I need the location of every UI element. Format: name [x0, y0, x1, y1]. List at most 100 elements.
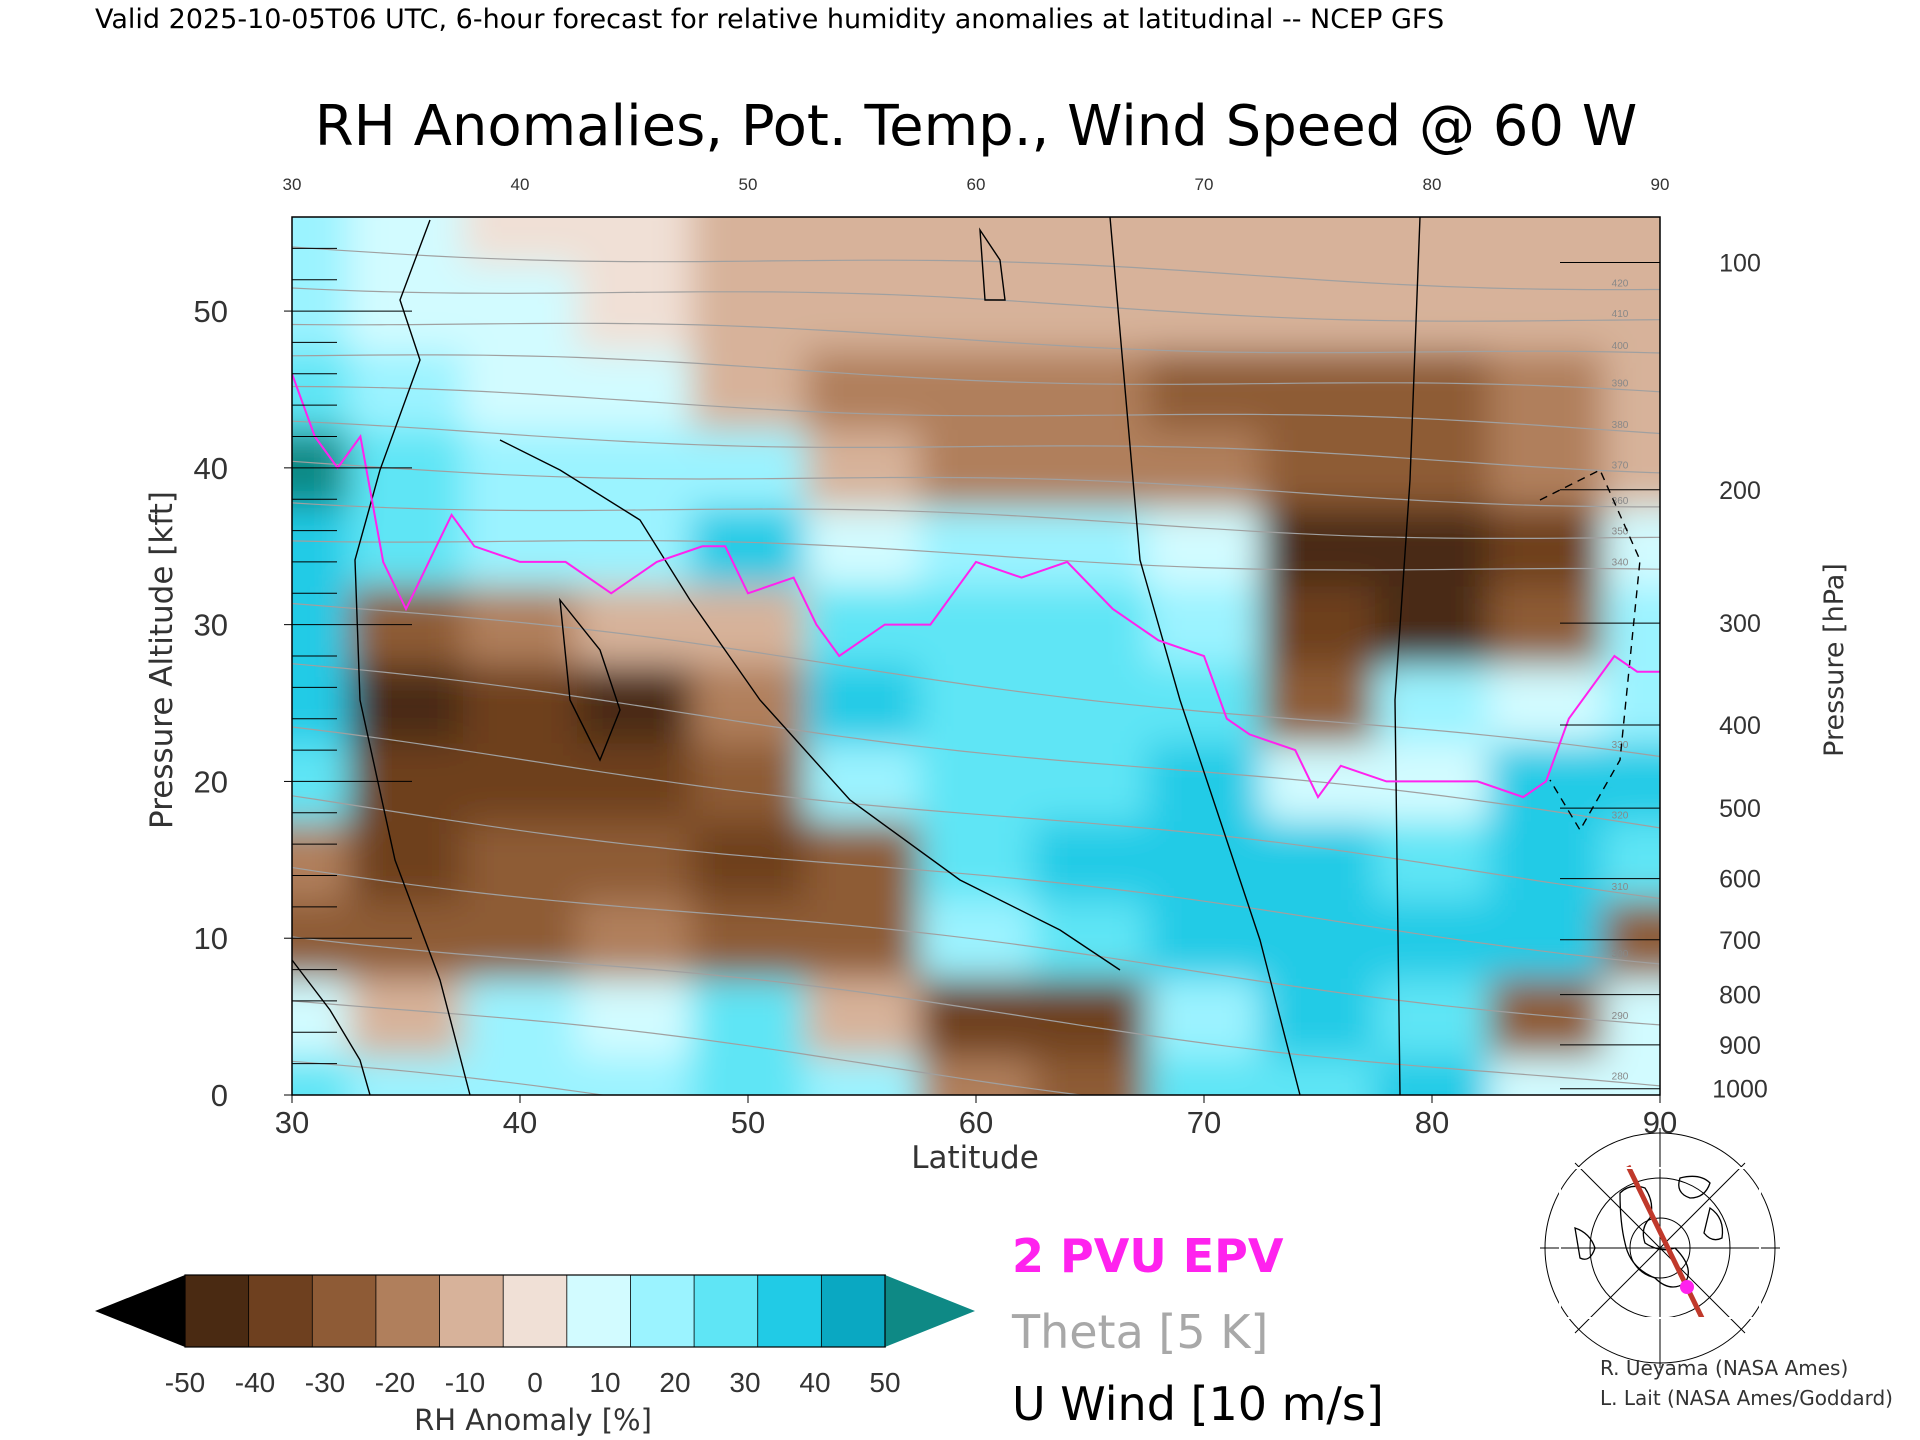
heatmap-cell: [1147, 899, 1262, 979]
heatmap-cell: [1375, 899, 1490, 979]
theta-contour: [292, 663, 1660, 829]
heatmap-cell: [1375, 264, 1490, 352]
heatmap-cell: [1033, 350, 1148, 430]
pv2-epv-line: [292, 373, 1660, 800]
heatmap-cell: [919, 977, 1034, 1057]
heatmap-cell: [805, 899, 920, 979]
heatmap-cell: [1603, 217, 1660, 266]
heatmap-cell: [691, 899, 806, 979]
theta-contour-label: 370: [1612, 460, 1629, 471]
colorbar-tick-label: 10: [589, 1367, 620, 1398]
colorbar: -50 -40 -30 -20 -10 0 10 20 30 40 50: [95, 1274, 975, 1398]
theta-contour: [292, 726, 1660, 900]
theta-contour: [292, 385, 1660, 435]
heatmap-cell: [1147, 820, 1262, 901]
heatmap-cell: [292, 977, 350, 1057]
u-wind-contour: [1539, 469, 1641, 832]
theta-contour: [292, 866, 1660, 1026]
u-wind-contours: [292, 217, 1641, 1095]
heatmap-cell: [919, 217, 1034, 266]
heatmap-cell: [349, 507, 464, 587]
theta-contour: [292, 354, 1660, 393]
heatmap-cell: [1375, 1055, 1490, 1095]
heatmap-cell: [1489, 977, 1604, 1057]
theta-contour: [292, 420, 1660, 474]
heatmap-cell: [919, 507, 1034, 587]
heatmap-cell: [691, 217, 806, 266]
colorbar-frame: [184, 1274, 886, 1348]
colorbar-segment: [502, 1274, 568, 1348]
theta-contour: [292, 502, 1660, 539]
y-tick-label: 0: [211, 1078, 228, 1113]
heatmap-cell: [292, 663, 350, 744]
heatmap-cell: [349, 899, 464, 979]
heatmap-cell: [919, 264, 1034, 352]
heatmap-cell: [1147, 585, 1262, 665]
heatmap-cell: [1033, 820, 1148, 901]
heatmap-cell: [1261, 350, 1376, 430]
pressure-tick-label: 600: [1719, 866, 1761, 894]
pressure-tick-label: 500: [1719, 795, 1761, 823]
heatmap-cell: [1603, 977, 1660, 1057]
theta-contour-label: 350: [1612, 527, 1629, 538]
heatmap-cell: [919, 742, 1034, 822]
colorbar-tick-label: -10: [445, 1367, 485, 1398]
heatmap-cell: [805, 977, 920, 1057]
u-wind-contour: [979, 227, 1006, 301]
heatmap-cell: [1261, 217, 1376, 266]
heatmap-cell: [805, 264, 920, 352]
rh-anomaly-heatmap: [292, 217, 1660, 1095]
theta-contour-label: 410: [1612, 309, 1629, 320]
x-top-tick-label: 40: [511, 175, 530, 194]
heatmap-cell: [1033, 663, 1148, 744]
heatmap-cell: [919, 585, 1034, 665]
heatmap-cell: [1375, 428, 1490, 509]
heatmap-cell: [691, 264, 806, 352]
heatmap-cell: [577, 977, 692, 1057]
heatmap-cell: [349, 977, 464, 1057]
theta-contour-label: 290: [1612, 1011, 1629, 1022]
heatmap-cell: [349, 264, 464, 352]
heatmap-cell: [1603, 264, 1660, 352]
pressure-tick-label: 900: [1719, 1032, 1761, 1060]
colorbar-segment: [693, 1274, 759, 1348]
heatmap-cell: [1489, 1055, 1604, 1095]
heatmap-cell: [1603, 350, 1660, 430]
u-wind-contour: [292, 959, 371, 1095]
colorbar-segment: [439, 1274, 505, 1348]
x-top-tick-label: 60: [967, 175, 986, 194]
heatmap-cell: [1489, 585, 1604, 665]
pressure-tick-label: 800: [1719, 982, 1761, 1010]
theta-contour: [292, 246, 1660, 291]
heatmap-cell: [1261, 507, 1376, 587]
heatmap-cell: [577, 1055, 692, 1095]
theta-contour-label: 330: [1612, 740, 1629, 751]
u-wind-contour: [1109, 217, 1301, 1095]
heatmap-cell: [805, 820, 920, 901]
colorbar-tick-label: 50: [869, 1367, 900, 1398]
theta-contour: [292, 795, 1660, 965]
colorbar-arrow-left: [95, 1275, 185, 1347]
legend-theta: Theta [5 K]: [1011, 1305, 1268, 1359]
heatmap-cell: [1033, 742, 1148, 822]
heatmap-cell: [1147, 350, 1262, 430]
heatmap-cell: [1147, 1055, 1262, 1095]
y-tick-label: 10: [194, 921, 228, 956]
heatmap-cell: [577, 663, 692, 744]
heatmap-cell: [1261, 585, 1376, 665]
heatmap-cell: [691, 742, 806, 822]
heatmap-cell: [1033, 507, 1148, 587]
theta-contour-label: 360: [1612, 496, 1629, 507]
theta-contour-label: 310: [1612, 882, 1629, 893]
theta-contour: [292, 540, 1660, 571]
heatmap-cell: [1261, 264, 1376, 352]
heatmap-cell: [1147, 742, 1262, 822]
heatmap-cell: [463, 820, 578, 901]
heatmap-cell: [1261, 820, 1376, 901]
pressure-tick-label: 1000: [1712, 1076, 1768, 1104]
colorbar-segment: [566, 1274, 632, 1348]
heatmap-cell: [1033, 977, 1148, 1057]
colorbar-arrow-right: [885, 1275, 975, 1347]
heatmap-cell: [919, 350, 1034, 430]
